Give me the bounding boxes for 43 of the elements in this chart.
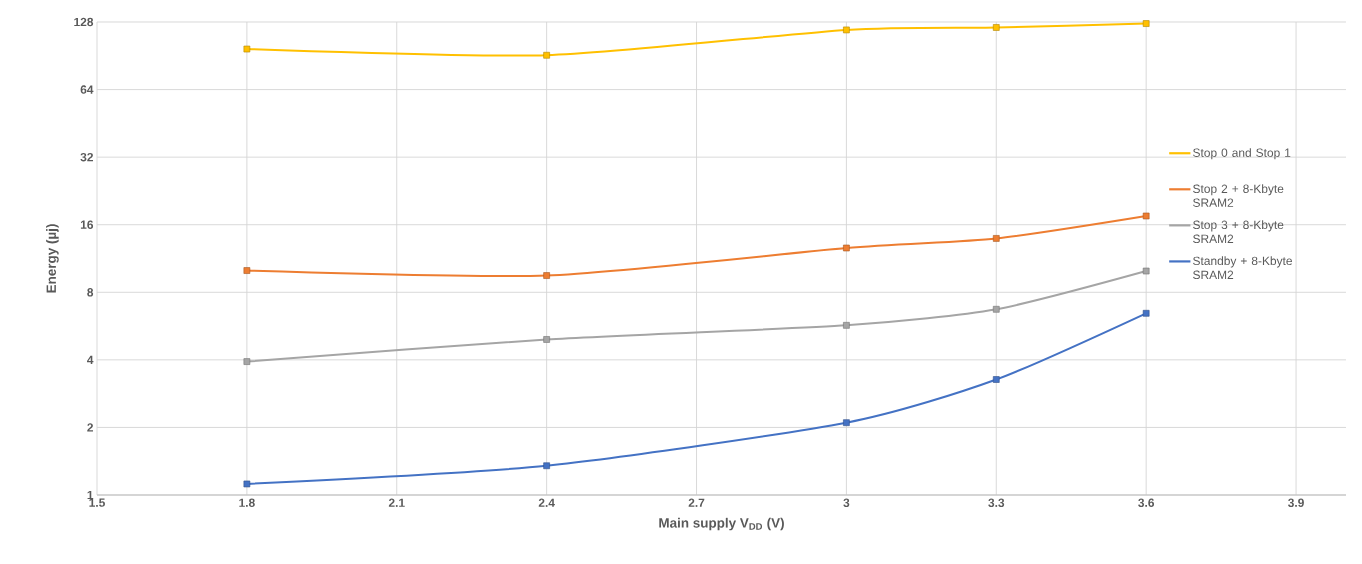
point bbox=[992, 24, 1000, 31]
point bbox=[992, 305, 1000, 313]
legend-label: Stop 0 and Stop 1 bbox=[1193, 148, 1291, 160]
point bbox=[1142, 267, 1150, 275]
x-tick-label: 3.6 bbox=[1138, 498, 1155, 508]
x-tick-label: 1.5 bbox=[89, 498, 105, 507]
x-tick-label: 1.8 bbox=[239, 498, 255, 507]
point bbox=[1142, 309, 1150, 317]
point bbox=[543, 51, 550, 59]
point bbox=[543, 272, 550, 279]
x-axis-title: Main supply V$_{DD}$ (V) bbox=[659, 517, 784, 531]
point bbox=[843, 244, 850, 252]
point bbox=[843, 322, 850, 329]
x-tick-label: 2.7 bbox=[688, 498, 705, 507]
x-tick-label: 2.1 bbox=[388, 498, 405, 507]
point bbox=[843, 419, 850, 426]
y-tick-label: 8 bbox=[87, 288, 94, 297]
y-tick-label: 64 bbox=[80, 85, 94, 94]
y-tick-label: 1 bbox=[87, 490, 94, 500]
point bbox=[243, 267, 251, 274]
y-tick-label: 4 bbox=[87, 355, 94, 364]
y-tick-label: 128 bbox=[74, 17, 94, 27]
y-axis-title: Energy (µj) bbox=[46, 224, 59, 293]
point bbox=[543, 462, 550, 470]
x-tick-label: 3 bbox=[843, 498, 850, 508]
legend-label: Stop 3 + 8-Kbyte SRAM2 bbox=[1193, 220, 1284, 243]
x-tick-label: 3.9 bbox=[1288, 498, 1304, 508]
y-tick-label: 2 bbox=[87, 423, 93, 432]
x-tick-label: 2.4 bbox=[538, 498, 555, 507]
legend-label: Stop 2 + 8-Kbyte SRAM2 bbox=[1193, 184, 1284, 207]
y-tick-label: 16 bbox=[80, 220, 94, 229]
point bbox=[1142, 212, 1150, 220]
point bbox=[543, 336, 550, 343]
point bbox=[843, 26, 850, 34]
point bbox=[992, 235, 1000, 242]
point bbox=[1142, 20, 1150, 27]
x-tick-label: 3.3 bbox=[988, 498, 1005, 508]
point bbox=[992, 376, 1000, 383]
point bbox=[243, 480, 251, 488]
legend-label: Standby + 8-Kbyte SRAM2 bbox=[1193, 256, 1292, 280]
point bbox=[243, 358, 251, 365]
y-tick-label: 32 bbox=[80, 152, 93, 162]
point bbox=[243, 45, 251, 53]
